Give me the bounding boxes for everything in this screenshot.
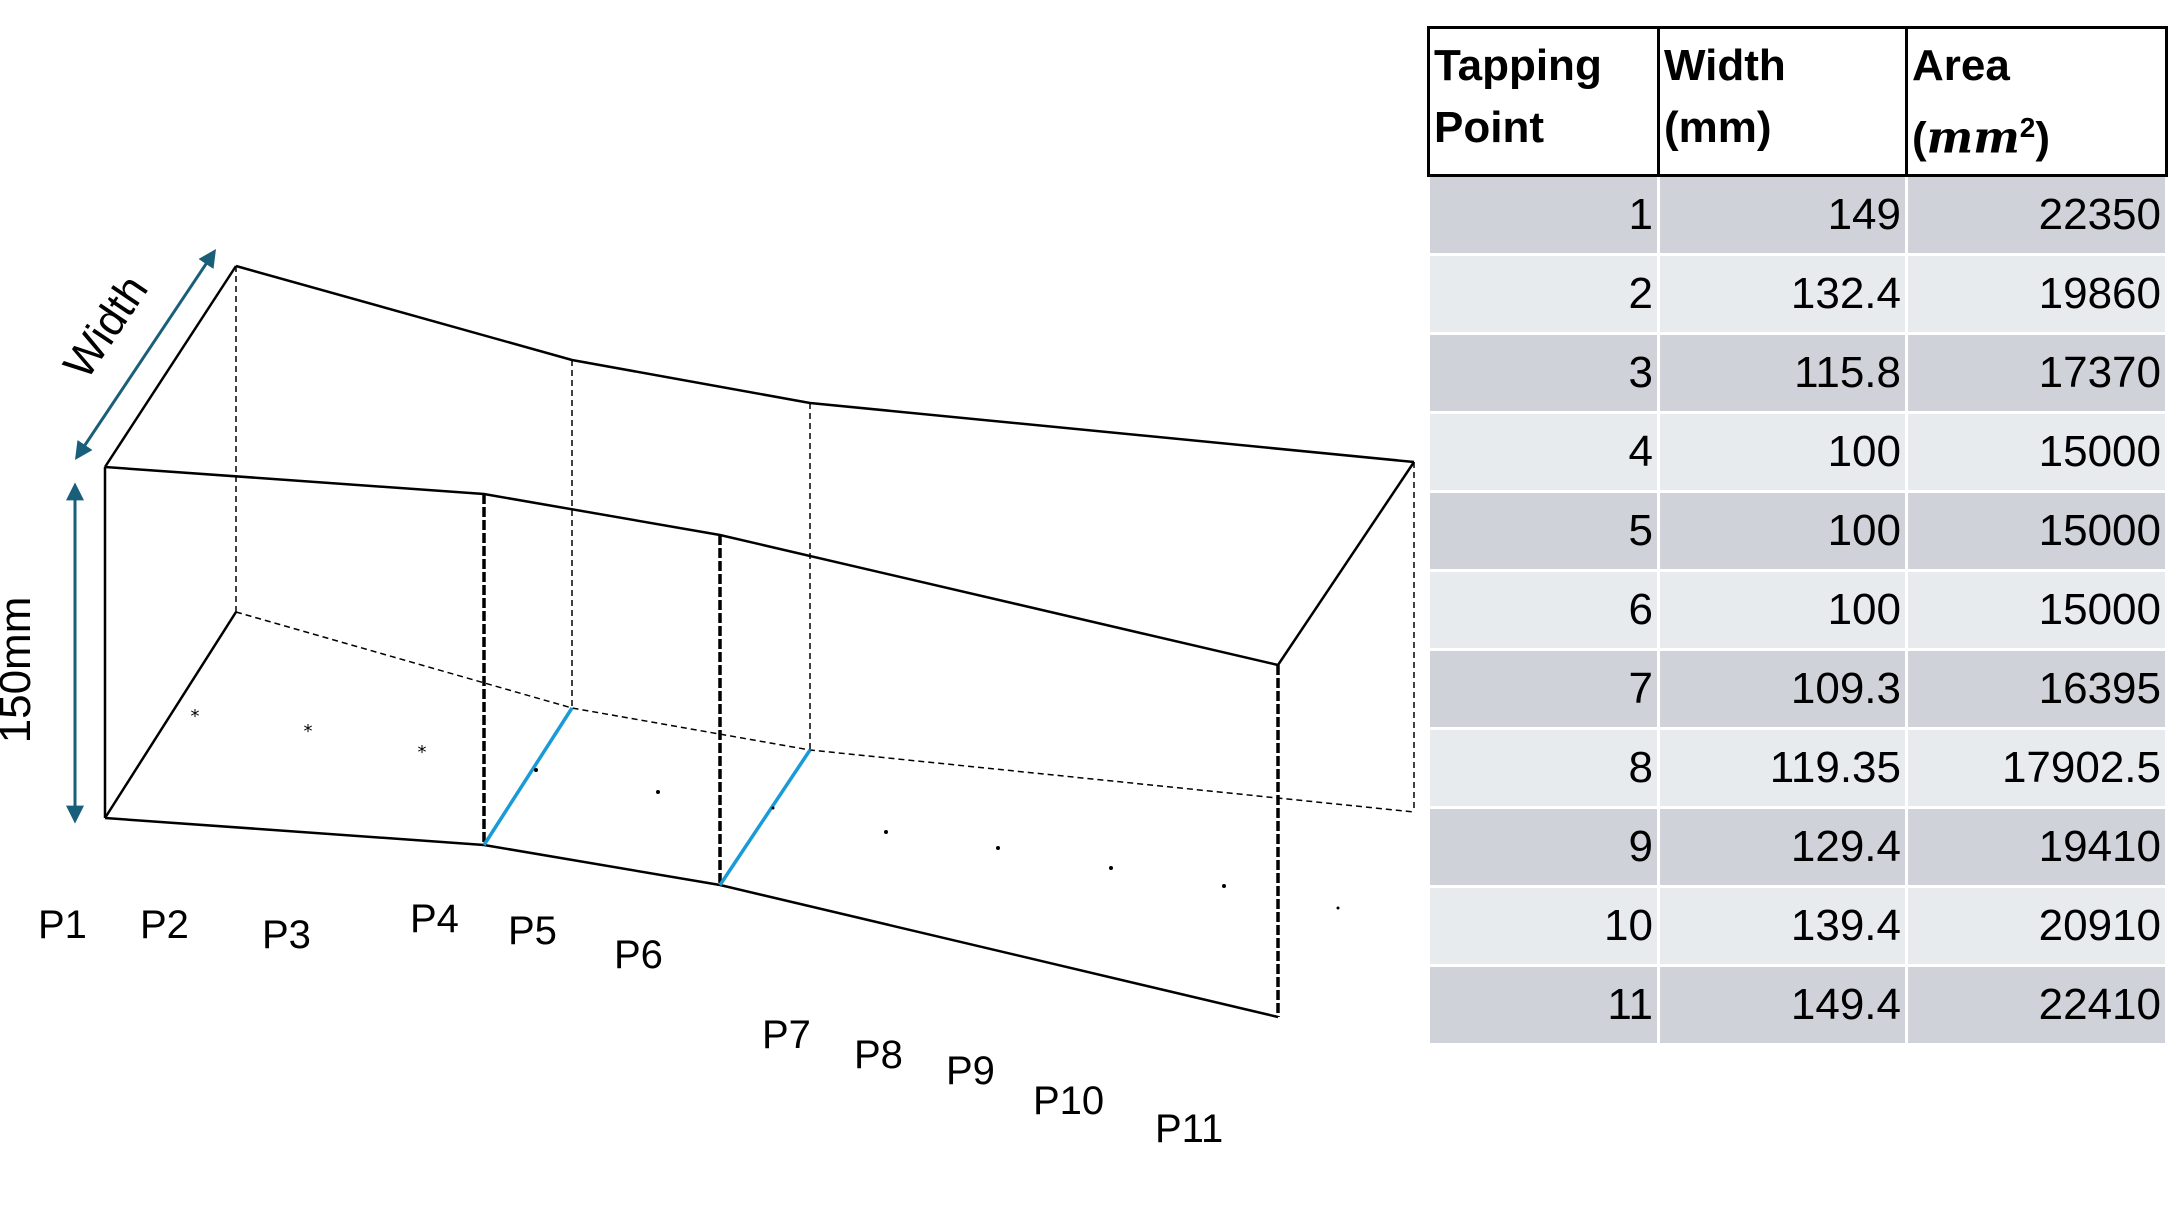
- table-row: 1 149 22350: [1427, 173, 2168, 256]
- tapping-marker-6: [771, 806, 775, 810]
- point-label-10: P10: [1033, 1079, 1104, 1123]
- throat-lines: [482, 707, 812, 886]
- tapping-marker-7: [884, 830, 888, 834]
- table-row: 10 139.4 20910: [1427, 884, 2168, 967]
- tapping-marker-5: [656, 790, 660, 794]
- table-row: 8 119.35 17902.5: [1427, 726, 2168, 809]
- point-label-9: P9: [946, 1049, 995, 1093]
- point-label-3: P3: [262, 913, 311, 957]
- cell-point: 6: [1427, 568, 1660, 651]
- cell-point: 4: [1427, 410, 1660, 493]
- throat-end-line: [718, 749, 812, 886]
- tapping-point-markers: * * *: [191, 706, 1340, 910]
- cell-point: 11: [1427, 963, 1660, 1046]
- table-row: 4 100 15000: [1427, 410, 2168, 493]
- cell-point: 2: [1427, 252, 1660, 335]
- cell-area: 22410: [1905, 963, 2168, 1046]
- point-labels: P1 P2 P3 P4 P5 P6 P7 P8 P9 P10 P11: [38, 897, 1223, 1151]
- cell-point: 3: [1427, 331, 1660, 414]
- point-label-7: P7: [762, 1013, 811, 1057]
- point-label-1: P1: [38, 903, 87, 947]
- cell-point: 5: [1427, 489, 1660, 572]
- tapping-marker-3: *: [418, 742, 427, 763]
- tapping-point-table: Tapping Point Width (mm) Area (mm2) 1 149…: [1427, 26, 2168, 1046]
- front-bottom-edge: [104, 816, 1279, 1019]
- cell-width: 115.8: [1657, 331, 1908, 414]
- cell-point: 7: [1427, 647, 1660, 730]
- height-dimension-label: 150mm: [0, 597, 40, 744]
- table-row: 3 115.8 17370: [1427, 331, 2168, 414]
- cell-point: 10: [1427, 884, 1660, 967]
- table-row: 9 129.4 19410: [1427, 805, 2168, 888]
- cell-area: 17370: [1905, 331, 2168, 414]
- table-row: 11 149.4 22410: [1427, 963, 2168, 1046]
- venturi-channel-diagram: * * * Width 150mm P1 P2 P3 P4 P5 P6 P7 P…: [0, 249, 1416, 1151]
- cell-area: 17902.5: [1905, 726, 2168, 809]
- visible-edges: [103, 264, 1416, 1019]
- cell-point: 1: [1427, 173, 1660, 256]
- point-label-11: P11: [1155, 1107, 1223, 1151]
- point-label-8: P8: [854, 1033, 903, 1077]
- header-width: Width (mm): [1657, 26, 1908, 177]
- header-area: Area (mm2): [1905, 26, 2168, 177]
- cell-area: 19410: [1905, 805, 2168, 888]
- bottom-left-width-edge: [103, 611, 238, 819]
- tapping-marker-2: *: [304, 721, 313, 742]
- cell-area: 19860: [1905, 252, 2168, 335]
- tapping-marker-4: [534, 768, 538, 772]
- cell-width: 129.4: [1657, 805, 1908, 888]
- tapping-marker-1: *: [191, 706, 200, 727]
- cell-area: 22350: [1905, 173, 2168, 256]
- cell-width: 139.4: [1657, 884, 1908, 967]
- cell-width: 119.35: [1657, 726, 1908, 809]
- cell-area: 20910: [1905, 884, 2168, 967]
- width-dimension-arrow: [74, 249, 217, 460]
- table-row: 6 100 15000: [1427, 568, 2168, 651]
- table-row: 7 109.3 16395: [1427, 647, 2168, 730]
- cell-width: 100: [1657, 568, 1908, 651]
- top-right-width-edge: [1276, 461, 1416, 666]
- throat-start-line: [482, 707, 574, 846]
- hidden-edges: [235, 266, 1415, 813]
- dimension-arrows: [66, 249, 217, 824]
- tapping-marker-8: [996, 846, 1000, 850]
- cell-width: 132.4: [1657, 252, 1908, 335]
- width-dimension-label: Width: [54, 267, 158, 388]
- cell-point: 9: [1427, 805, 1660, 888]
- section-verticals: [482, 494, 1280, 1017]
- tapping-marker-9: [1109, 866, 1113, 870]
- cell-area: 15000: [1905, 489, 2168, 572]
- point-label-4: P4: [410, 897, 459, 941]
- cell-width: 100: [1657, 410, 1908, 493]
- point-label-2: P2: [140, 903, 189, 947]
- cell-area: 16395: [1905, 647, 2168, 730]
- cell-width: 109.3: [1657, 647, 1908, 730]
- header-tapping-point: Tapping Point: [1427, 26, 1660, 177]
- point-label-5: P5: [508, 909, 557, 953]
- table-row: 5 100 15000: [1427, 489, 2168, 572]
- back-bottom-edge: [235, 611, 1415, 813]
- cell-width: 149.4: [1657, 963, 1908, 1046]
- front-top-edge: [104, 465, 1279, 667]
- table-body: 1 149 22350 2 132.4 19860 3 115.8 17370 4 100 15000…: [1427, 173, 2168, 1046]
- cell-area: 15000: [1905, 568, 2168, 651]
- tapping-marker-10: [1222, 884, 1226, 888]
- point-label-6: P6: [614, 933, 663, 977]
- table-header-row: Tapping Point Width (mm) Area (mm2): [1427, 26, 2168, 177]
- cell-width: 149: [1657, 173, 1908, 256]
- cell-point: 8: [1427, 726, 1660, 809]
- cell-area: 15000: [1905, 410, 2168, 493]
- cell-width: 100: [1657, 489, 1908, 572]
- table-row: 2 132.4 19860: [1427, 252, 2168, 335]
- back-top-edge: [235, 264, 1415, 464]
- tapping-marker-11: [1336, 906, 1340, 910]
